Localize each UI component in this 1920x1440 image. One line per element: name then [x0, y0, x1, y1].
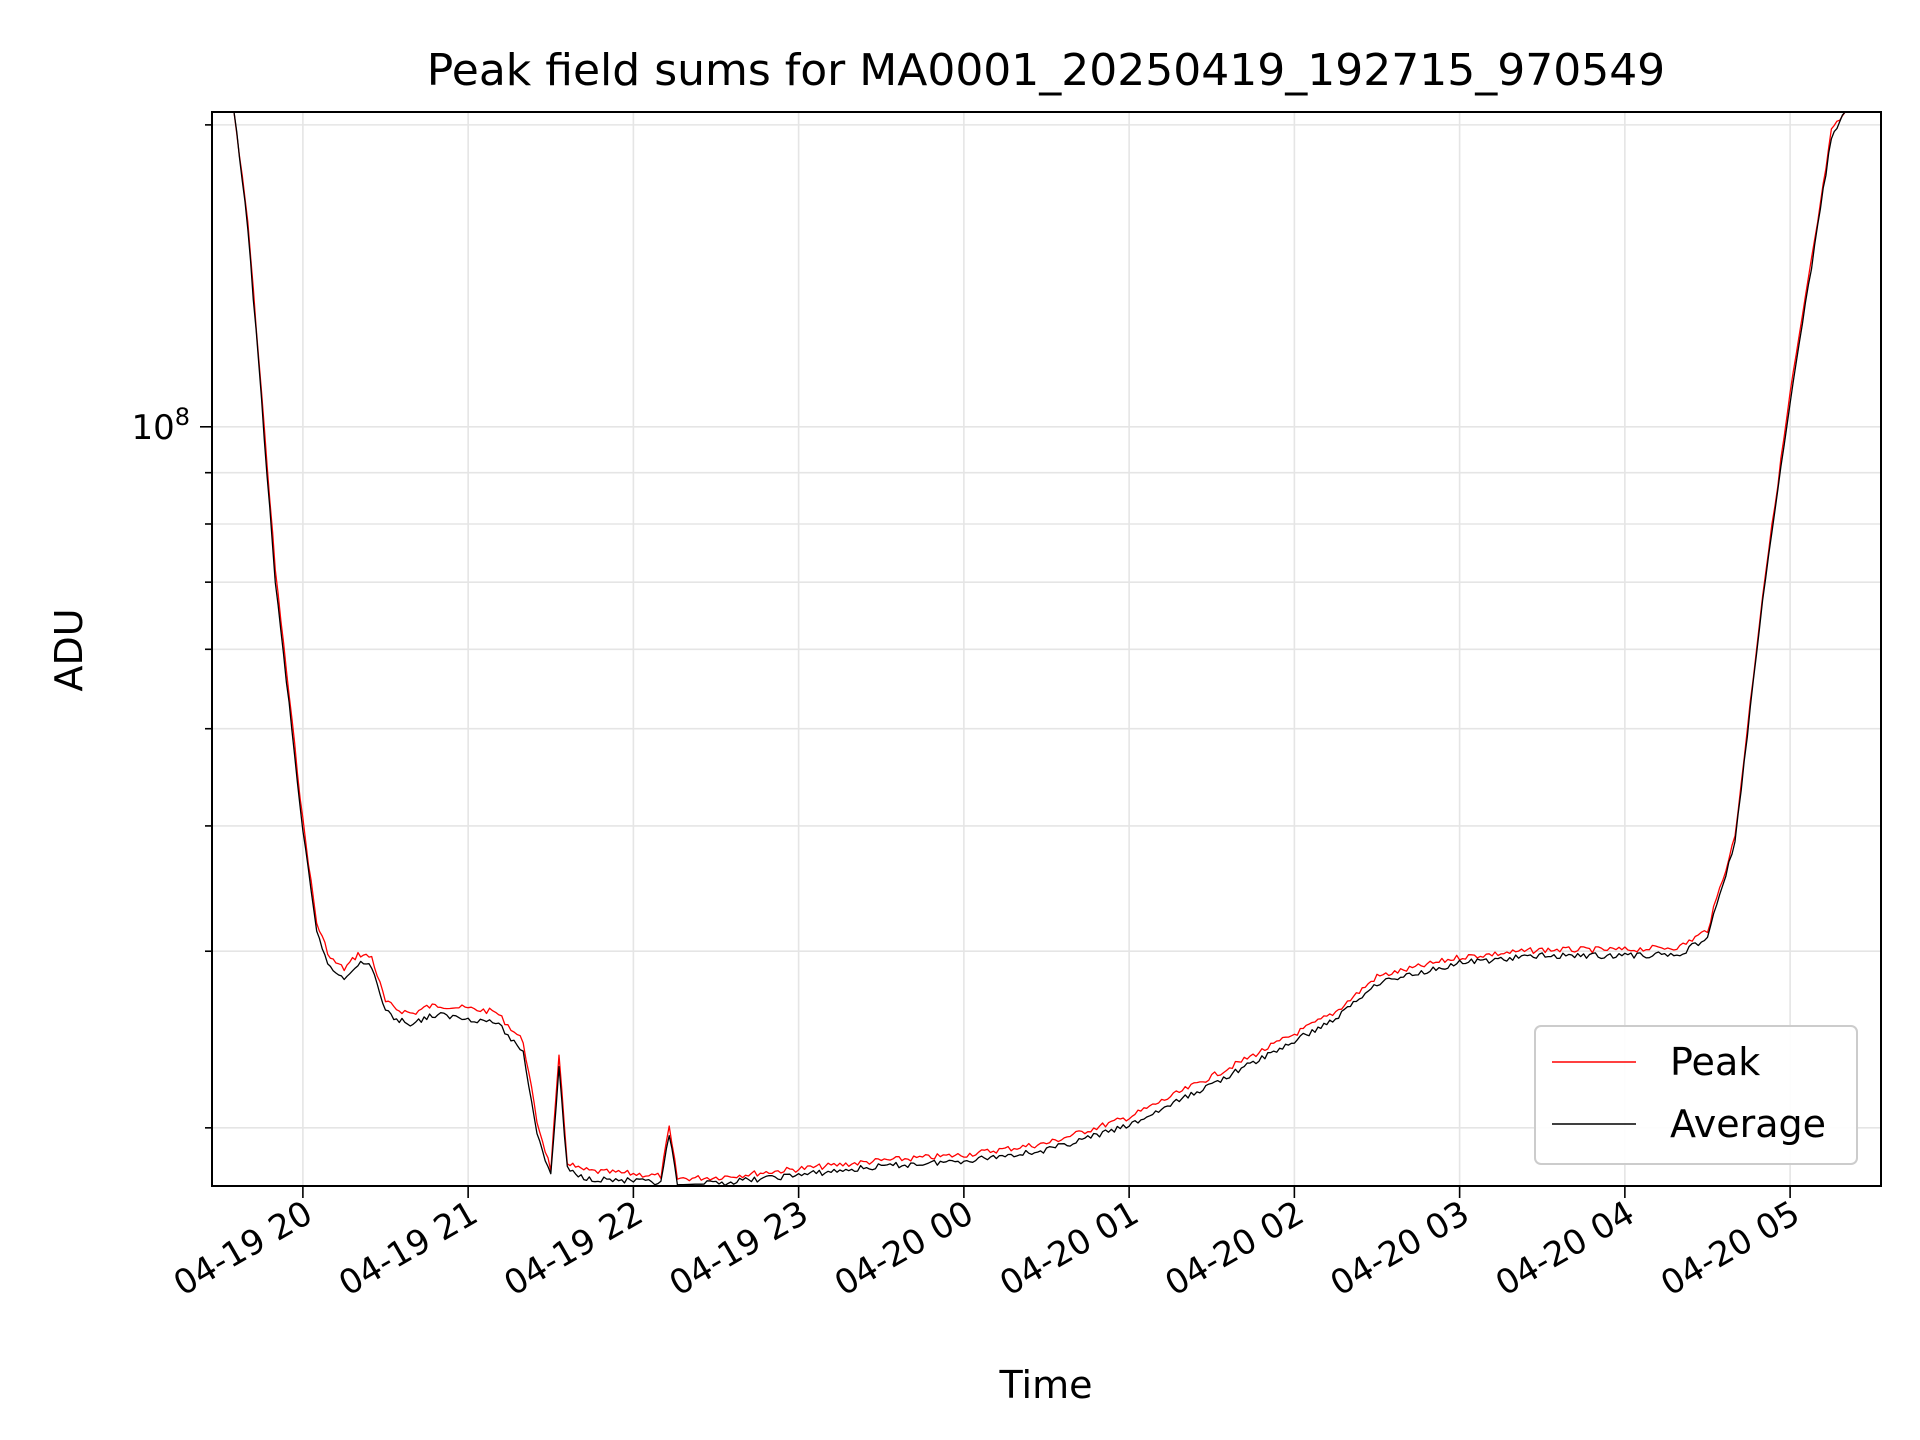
- legend-label-average: Average: [1670, 1102, 1826, 1146]
- legend: Peak Average: [1534, 1025, 1858, 1165]
- y-axis-label: ADU: [47, 608, 91, 691]
- plot-area: [211, 111, 1882, 1187]
- y-axis: 108: [131, 124, 212, 1129]
- series-layer: [212, 112, 1846, 1186]
- grid: [212, 112, 1881, 1186]
- series-line-average: [212, 112, 1846, 1186]
- series-line-peak: [212, 112, 1846, 1182]
- legend-box: [1534, 1025, 1858, 1165]
- y-tick-label: 108: [131, 403, 190, 448]
- legend-label-peak: Peak: [1670, 1040, 1760, 1084]
- chart-title: Peak field sums for MA0001_20250419_1927…: [427, 45, 1665, 96]
- x-axis-label: Time: [999, 1363, 1093, 1407]
